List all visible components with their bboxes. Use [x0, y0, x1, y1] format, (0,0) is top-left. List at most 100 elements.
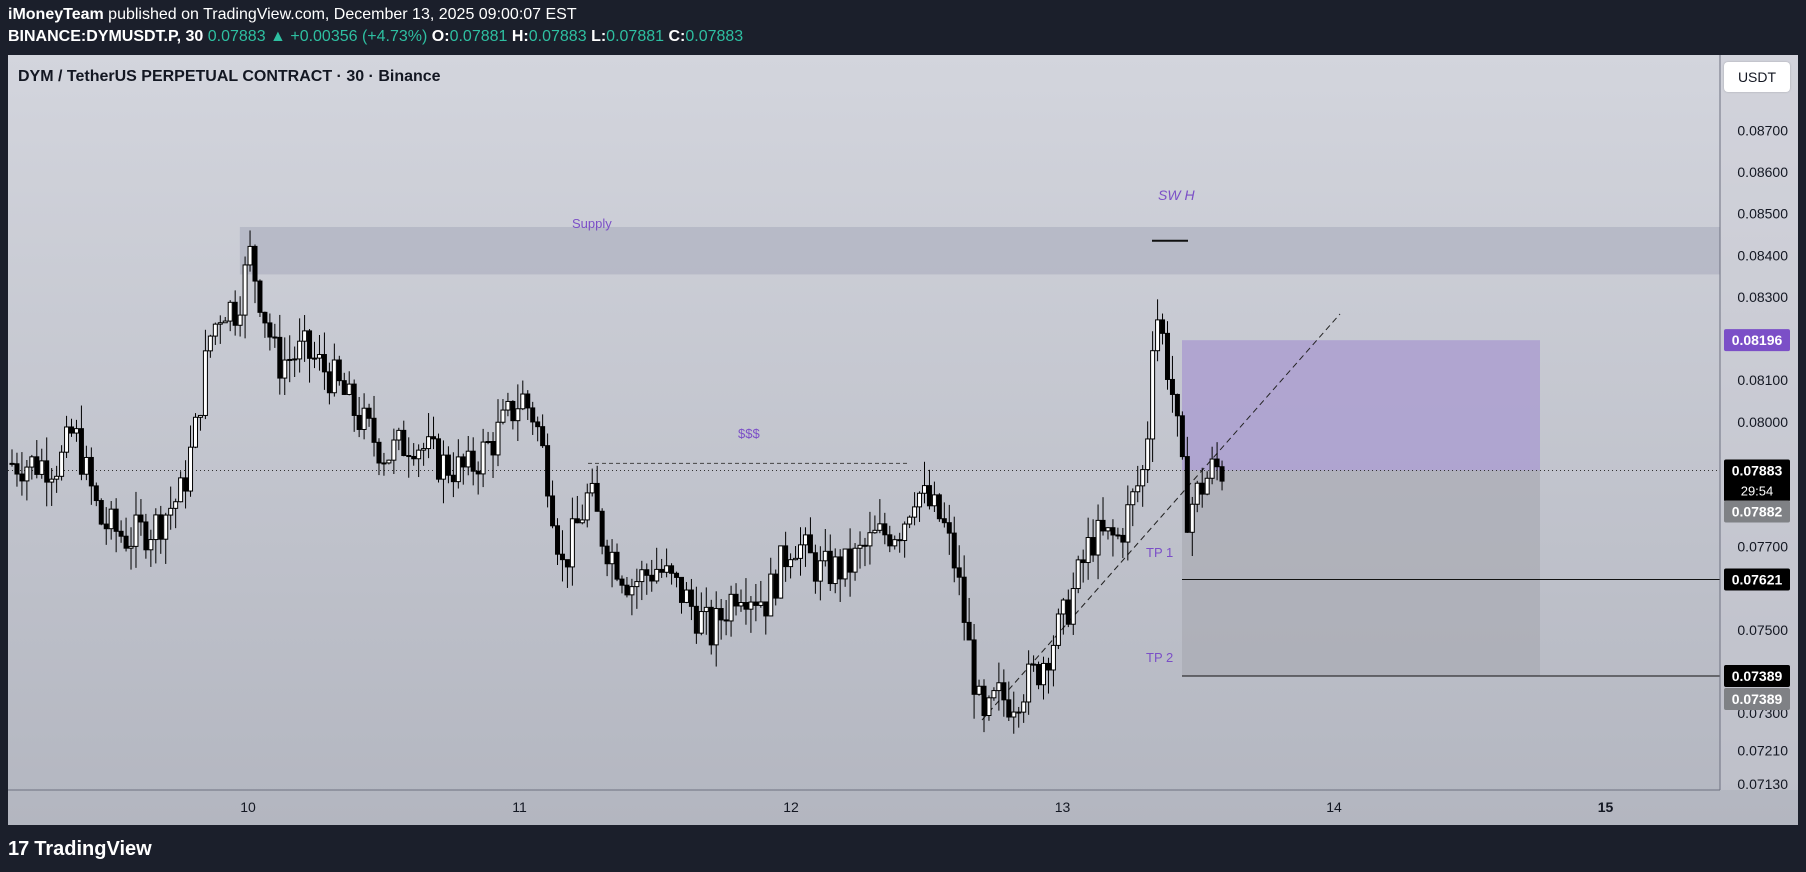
candle-body: [946, 522, 952, 534]
candle-body: [217, 322, 223, 325]
candle-body: [1055, 613, 1061, 646]
candle-body: [450, 474, 456, 483]
candle-body: [674, 572, 680, 578]
last-price: 0.07883: [207, 28, 266, 45]
candle-body: [1001, 682, 1007, 701]
tradingview-mark-icon: 17: [8, 837, 29, 860]
candle-body: [584, 492, 590, 521]
tradingview-logo[interactable]: 17 TradingView: [8, 836, 152, 862]
candle-body: [981, 685, 987, 717]
candle-body: [73, 428, 79, 434]
candle-body: [827, 550, 833, 585]
candle-body: [530, 407, 536, 423]
candle-body: [222, 320, 228, 324]
candle-body: [49, 478, 55, 483]
candle-body: [445, 454, 451, 476]
candle-body: [163, 514, 169, 540]
candle-body: [158, 514, 164, 540]
candle-body: [545, 445, 551, 497]
currency-button[interactable]: USDT: [1724, 62, 1790, 92]
price-tick: 0.08500: [1737, 206, 1788, 222]
candle-body: [966, 621, 972, 641]
candle-body: [1060, 599, 1066, 615]
candle-body: [1199, 482, 1205, 495]
candle-body: [435, 438, 441, 480]
candle-body: [262, 311, 268, 324]
candle-body: [14, 463, 20, 475]
candle-body: [902, 523, 908, 542]
candle-body: [887, 534, 893, 547]
candle-body: [1135, 485, 1141, 493]
publisher-name[interactable]: iMoneyTeam: [8, 6, 104, 23]
tp2-label: TP 2: [1146, 650, 1173, 665]
candle-body: [917, 492, 923, 508]
time-tick: 12: [783, 799, 799, 815]
candle-body: [1105, 527, 1111, 532]
price-label-bg: [1724, 688, 1790, 711]
candle-body: [852, 547, 858, 573]
candle-body: [1184, 456, 1190, 533]
candle-body: [788, 559, 794, 568]
stop-zone: [1182, 470, 1540, 677]
candle-body: [212, 323, 218, 337]
price-tick: 0.08000: [1737, 414, 1788, 430]
candle-body: [1145, 438, 1151, 471]
candle-body: [500, 409, 506, 423]
candle-body: [1115, 534, 1121, 537]
candle-body: [921, 485, 927, 494]
candle-body: [614, 551, 620, 580]
bar-countdown: 29:54: [1741, 483, 1774, 498]
candle-body: [520, 393, 526, 410]
symbol-legend: BINANCE:DYMUSDT.P, 30 0.07883 ▲ +0.00356…: [8, 28, 743, 46]
price-tick: 0.07130: [1737, 776, 1788, 792]
price-label-bg: [1724, 459, 1790, 502]
candle-body: [426, 436, 432, 450]
candle-body: [292, 358, 298, 361]
candle-body: [991, 690, 997, 699]
candle-body: [961, 576, 967, 623]
candle-body: [778, 545, 784, 599]
candle-body: [564, 559, 570, 568]
candle-body: [986, 697, 992, 717]
price-change: +0.00356 (+4.73%): [290, 28, 428, 45]
candle-body: [817, 560, 823, 582]
candle-body: [693, 605, 699, 634]
candle-body: [1070, 588, 1076, 625]
price-label: 0.07882: [1732, 503, 1783, 519]
candle-body: [356, 414, 362, 430]
candle-body: [277, 336, 283, 379]
candle-body: [897, 539, 903, 542]
candle-body: [931, 494, 937, 507]
candle-body: [1036, 664, 1042, 686]
symbol-name[interactable]: BINANCE:DYMUSDT.P, 30: [8, 28, 204, 45]
candle-body: [287, 358, 293, 361]
candle-body: [302, 330, 308, 342]
candle-body: [738, 602, 744, 607]
price-tick: 0.08700: [1737, 122, 1788, 138]
candle-body: [941, 518, 947, 524]
candle-body: [907, 516, 913, 525]
candle-body: [282, 359, 288, 379]
candle-body: [802, 534, 808, 546]
candle-body: [842, 548, 848, 580]
candle-body: [579, 519, 585, 524]
candle-body: [202, 350, 208, 416]
price-label-bg: [1724, 329, 1790, 352]
candle-body: [619, 578, 625, 586]
candle-body: [713, 608, 719, 646]
candle-body: [118, 530, 124, 537]
candle-body: [485, 441, 491, 444]
candle-body: [510, 400, 516, 422]
time-tick: 14: [1326, 799, 1342, 815]
price-tick: 0.08300: [1737, 289, 1788, 305]
candle-body: [64, 426, 70, 453]
candle-body: [976, 685, 982, 695]
candle-body: [1169, 378, 1175, 395]
candle-body: [98, 500, 104, 525]
close-value: 0.07883: [685, 28, 744, 45]
candle-body: [996, 682, 1002, 692]
candle-body: [758, 601, 764, 606]
price-tick: 0.07500: [1737, 622, 1788, 638]
candle-body: [763, 601, 769, 617]
